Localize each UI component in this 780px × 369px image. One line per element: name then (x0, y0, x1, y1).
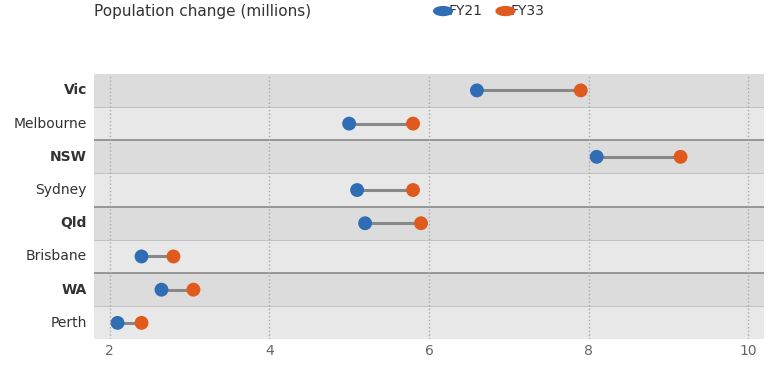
Text: Qld: Qld (61, 216, 87, 230)
Point (155, 287, 168, 293)
Text: Melbourne: Melbourne (13, 117, 87, 131)
Text: FY33: FY33 (511, 4, 544, 18)
Point (407, 187, 420, 193)
Text: Brisbane: Brisbane (26, 249, 87, 263)
Text: WA: WA (62, 283, 87, 297)
Point (135, 254, 147, 259)
Bar (94, 306, 764, 339)
Point (407, 121, 420, 127)
Bar (94, 207, 764, 240)
Point (112, 320, 124, 326)
Text: Perth: Perth (51, 316, 87, 330)
Point (343, 121, 356, 127)
Bar (94, 74, 764, 107)
Point (187, 287, 200, 293)
Point (575, 87, 587, 93)
Text: FY21: FY21 (448, 4, 483, 18)
Bar (94, 240, 764, 273)
Point (674, 154, 686, 160)
Point (135, 320, 147, 326)
Point (167, 254, 179, 259)
Point (590, 154, 603, 160)
Point (470, 87, 483, 93)
Bar (94, 273, 764, 306)
Text: Vic: Vic (63, 83, 87, 97)
Text: NSW: NSW (50, 150, 87, 164)
Point (351, 187, 363, 193)
Bar (94, 107, 764, 140)
Text: Population change (millions): Population change (millions) (94, 4, 310, 18)
Text: Sydney: Sydney (36, 183, 87, 197)
Point (415, 220, 427, 226)
Bar (94, 173, 764, 207)
Bar (94, 140, 764, 173)
Point (359, 220, 371, 226)
